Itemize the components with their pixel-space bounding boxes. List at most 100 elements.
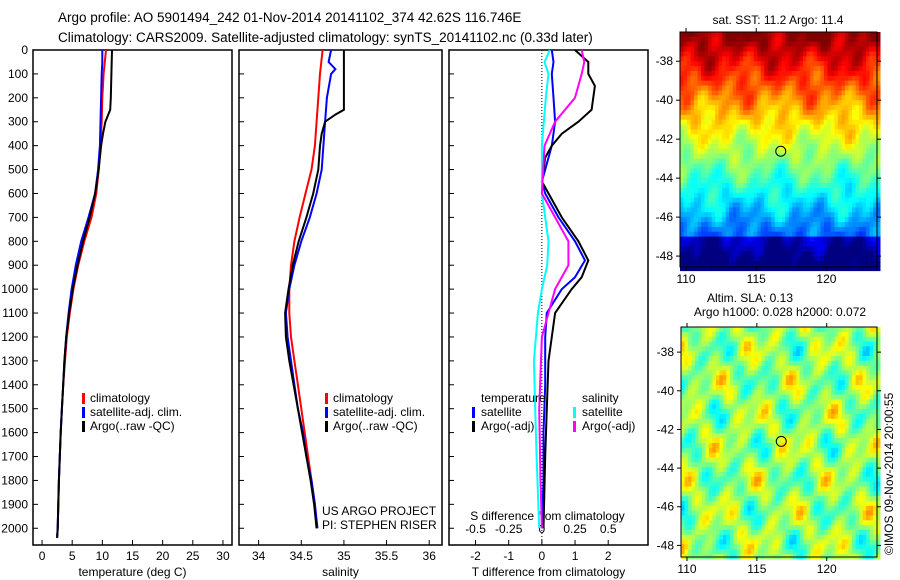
map-cell <box>697 178 702 184</box>
map-cell <box>845 467 849 473</box>
map-cell <box>750 370 755 376</box>
s-tick-label: -0.25 <box>495 522 523 536</box>
map-cell <box>841 109 846 116</box>
map-cell <box>774 192 779 199</box>
map-cell <box>873 66 877 72</box>
map-cell <box>732 119 737 125</box>
map-cell <box>722 486 727 492</box>
map-cell <box>852 462 856 468</box>
map-cell <box>813 95 818 101</box>
map-cell <box>715 486 720 492</box>
map-cell <box>785 183 790 189</box>
map-cell <box>767 124 772 130</box>
map-cell <box>852 36 856 43</box>
map-cell <box>796 491 801 497</box>
map-cell <box>680 231 684 237</box>
map-cell <box>733 389 738 395</box>
map-cell <box>736 168 741 174</box>
map-cell <box>834 438 839 444</box>
map-cell <box>855 202 860 208</box>
map-cell <box>792 148 797 155</box>
map-cell <box>722 178 726 184</box>
map-cell <box>771 61 776 67</box>
map-cell <box>750 51 755 57</box>
map-cell <box>743 109 748 116</box>
map-cell <box>788 71 793 77</box>
map-cell <box>876 109 881 116</box>
map-cell <box>746 90 751 96</box>
map-cell <box>750 476 755 482</box>
map-cell <box>708 61 712 67</box>
map-cell <box>743 418 748 424</box>
map-cell <box>799 462 804 468</box>
map-cell <box>816 173 821 179</box>
map-cell <box>778 236 783 242</box>
map-cell <box>757 173 762 179</box>
map-cell <box>715 105 719 111</box>
lat-tick-label: -46 <box>656 210 674 224</box>
map-cell <box>702 467 706 473</box>
map-cell <box>715 41 719 47</box>
map-cell <box>761 351 766 357</box>
map-cell <box>732 251 737 257</box>
map-cell <box>680 222 684 228</box>
map-cell <box>684 375 689 381</box>
map-cell <box>852 192 856 199</box>
map-cell <box>823 236 828 242</box>
map-cell <box>813 119 818 125</box>
map-cell <box>760 129 765 135</box>
map-cell <box>701 148 705 155</box>
map-cell <box>687 168 691 174</box>
map-cell <box>761 414 766 420</box>
map-cell <box>754 399 759 405</box>
map-cell <box>802 202 807 208</box>
map-cell <box>876 163 881 169</box>
legend-label: satellite-adj. clim. <box>333 405 425 419</box>
map-cell <box>823 105 828 111</box>
map-cell <box>859 56 863 62</box>
map-cell <box>697 61 702 67</box>
map-cell <box>785 399 790 405</box>
map-cell <box>862 351 867 357</box>
map-cell <box>708 331 713 337</box>
map-cell <box>711 85 716 91</box>
map-cell <box>873 95 877 101</box>
map-cell <box>715 231 719 237</box>
map-cell <box>785 168 790 174</box>
map-cell <box>725 71 730 77</box>
map-cell <box>736 173 741 179</box>
map-cell <box>681 447 685 453</box>
map-cell <box>764 491 769 497</box>
map-cell <box>698 394 703 400</box>
map-cell <box>862 100 867 106</box>
map-cell <box>785 46 790 52</box>
map-cell <box>767 51 772 57</box>
map-cell <box>695 481 699 487</box>
map-cell <box>802 56 807 62</box>
map-cell <box>778 41 783 47</box>
map-cell <box>813 36 818 43</box>
map-cell <box>778 207 783 213</box>
map-cell <box>859 370 863 376</box>
map-cell <box>796 365 801 371</box>
map-cell <box>743 241 748 247</box>
map-cell <box>799 231 804 237</box>
map-cell <box>855 399 860 405</box>
map-cell <box>680 251 684 257</box>
map-cell <box>866 241 870 247</box>
map-cell <box>753 261 758 267</box>
map-cell <box>803 476 808 482</box>
map-cell <box>681 341 685 347</box>
map-cell <box>757 447 762 453</box>
map-cell <box>781 241 786 247</box>
map-cell <box>862 462 867 468</box>
map-cell <box>725 95 730 101</box>
map-cell <box>876 246 881 252</box>
map-cell <box>771 261 776 267</box>
map-cell <box>876 399 881 405</box>
map-cell <box>704 61 709 67</box>
map-cell <box>866 409 870 415</box>
map-cell <box>869 85 874 91</box>
map-cell <box>838 56 842 62</box>
map-cell <box>729 46 733 52</box>
